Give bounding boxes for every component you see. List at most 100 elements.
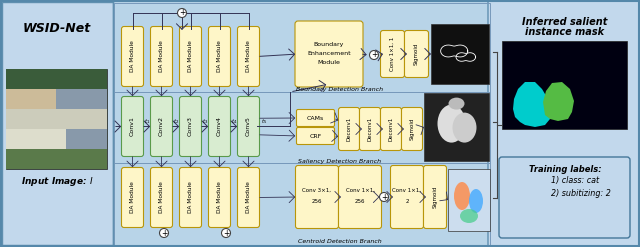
Text: 256: 256 — [312, 199, 323, 204]
Text: 1) class: cat: 1) class: cat — [551, 177, 599, 185]
FancyBboxPatch shape — [179, 26, 202, 86]
Text: Sigmoid: Sigmoid — [410, 118, 415, 140]
FancyBboxPatch shape — [6, 129, 66, 149]
FancyBboxPatch shape — [237, 26, 259, 86]
Text: $t_5$: $t_5$ — [261, 117, 267, 126]
Text: Conv 1×1,: Conv 1×1, — [346, 187, 374, 193]
FancyBboxPatch shape — [209, 26, 230, 86]
Text: 2: 2 — [405, 199, 409, 204]
Text: Boundary: Boundary — [314, 42, 344, 47]
FancyBboxPatch shape — [6, 109, 107, 129]
Text: +: + — [371, 50, 377, 60]
Text: DA Module: DA Module — [159, 182, 164, 213]
Text: Deconv1: Deconv1 — [346, 117, 351, 141]
Text: Training labels:: Training labels: — [529, 165, 602, 174]
Text: Enhancement: Enhancement — [307, 52, 351, 57]
FancyBboxPatch shape — [339, 107, 360, 150]
FancyBboxPatch shape — [66, 129, 107, 149]
FancyBboxPatch shape — [424, 165, 447, 228]
FancyBboxPatch shape — [381, 107, 401, 150]
Text: Conv2: Conv2 — [159, 117, 164, 137]
FancyBboxPatch shape — [237, 97, 259, 157]
FancyBboxPatch shape — [2, 2, 113, 245]
FancyBboxPatch shape — [296, 127, 335, 144]
FancyBboxPatch shape — [431, 24, 489, 84]
FancyBboxPatch shape — [209, 167, 230, 227]
Circle shape — [221, 228, 230, 238]
Text: Saliency Detection Branch: Saliency Detection Branch — [298, 159, 381, 164]
FancyBboxPatch shape — [179, 97, 202, 157]
Text: $t_4$: $t_4$ — [231, 117, 237, 126]
Text: DA Module: DA Module — [188, 182, 193, 213]
FancyBboxPatch shape — [502, 41, 627, 129]
FancyBboxPatch shape — [499, 157, 630, 238]
FancyBboxPatch shape — [296, 165, 339, 228]
FancyBboxPatch shape — [209, 97, 230, 157]
Text: Conv 1×1,: Conv 1×1, — [392, 187, 422, 193]
FancyBboxPatch shape — [339, 165, 381, 228]
Text: DA Module: DA Module — [188, 41, 193, 72]
Text: $t_2$: $t_2$ — [173, 117, 179, 126]
FancyBboxPatch shape — [488, 0, 640, 247]
Text: 2) subitizing: 2: 2) subitizing: 2 — [551, 188, 611, 198]
FancyBboxPatch shape — [295, 21, 363, 87]
Text: Boundary Detection Branch: Boundary Detection Branch — [296, 86, 383, 91]
Text: DA Module: DA Module — [246, 41, 251, 72]
FancyBboxPatch shape — [150, 26, 173, 86]
FancyBboxPatch shape — [6, 149, 107, 169]
FancyBboxPatch shape — [150, 167, 173, 227]
Ellipse shape — [438, 104, 465, 143]
Text: Sigmoid: Sigmoid — [414, 43, 419, 65]
FancyBboxPatch shape — [424, 93, 489, 161]
Text: 256: 256 — [355, 199, 365, 204]
Text: DA Module: DA Module — [159, 41, 164, 72]
Polygon shape — [513, 82, 552, 127]
Text: CAMs: CAMs — [307, 116, 324, 121]
FancyBboxPatch shape — [448, 169, 490, 231]
Text: Conv4: Conv4 — [217, 117, 222, 137]
FancyBboxPatch shape — [122, 97, 143, 157]
Text: Deconv1: Deconv1 — [367, 117, 372, 141]
Text: CRF: CRF — [309, 133, 322, 139]
FancyBboxPatch shape — [122, 167, 143, 227]
Text: DA Module: DA Module — [130, 182, 135, 213]
FancyBboxPatch shape — [56, 89, 107, 109]
Ellipse shape — [469, 189, 483, 213]
Ellipse shape — [449, 98, 465, 110]
Text: Input Image: $I$: Input Image: $I$ — [20, 174, 93, 187]
Text: Conv5: Conv5 — [246, 117, 251, 136]
Circle shape — [369, 50, 378, 60]
Ellipse shape — [454, 182, 470, 210]
Text: WSID-Net: WSID-Net — [23, 22, 91, 36]
FancyBboxPatch shape — [401, 107, 422, 150]
Text: Conv3: Conv3 — [188, 117, 193, 137]
Text: Deconv1: Deconv1 — [388, 117, 394, 141]
Text: DA Module: DA Module — [217, 41, 222, 72]
FancyBboxPatch shape — [360, 107, 381, 150]
FancyBboxPatch shape — [6, 69, 107, 89]
Polygon shape — [543, 82, 574, 121]
Text: Centroid Detection Branch: Centroid Detection Branch — [298, 239, 382, 244]
FancyBboxPatch shape — [150, 97, 173, 157]
FancyBboxPatch shape — [404, 30, 429, 78]
Text: +: + — [223, 228, 229, 238]
Text: Sigmoid: Sigmoid — [433, 186, 438, 208]
Circle shape — [177, 8, 186, 18]
Text: Conv 1×1, 1: Conv 1×1, 1 — [390, 37, 395, 71]
FancyBboxPatch shape — [6, 89, 56, 109]
Text: Module: Module — [317, 61, 340, 65]
FancyBboxPatch shape — [6, 69, 107, 169]
Text: Inferred salient: Inferred salient — [522, 17, 608, 27]
FancyBboxPatch shape — [179, 167, 202, 227]
Text: Conv 3×1,: Conv 3×1, — [303, 187, 332, 193]
Ellipse shape — [452, 113, 477, 143]
FancyBboxPatch shape — [296, 109, 335, 126]
Text: instance mask: instance mask — [525, 27, 605, 37]
Text: $t_1$: $t_1$ — [144, 117, 150, 126]
FancyBboxPatch shape — [390, 165, 424, 228]
FancyBboxPatch shape — [381, 30, 404, 78]
Text: +: + — [381, 192, 387, 202]
Ellipse shape — [460, 209, 478, 223]
FancyBboxPatch shape — [122, 26, 143, 86]
Text: Conv1: Conv1 — [130, 117, 135, 136]
